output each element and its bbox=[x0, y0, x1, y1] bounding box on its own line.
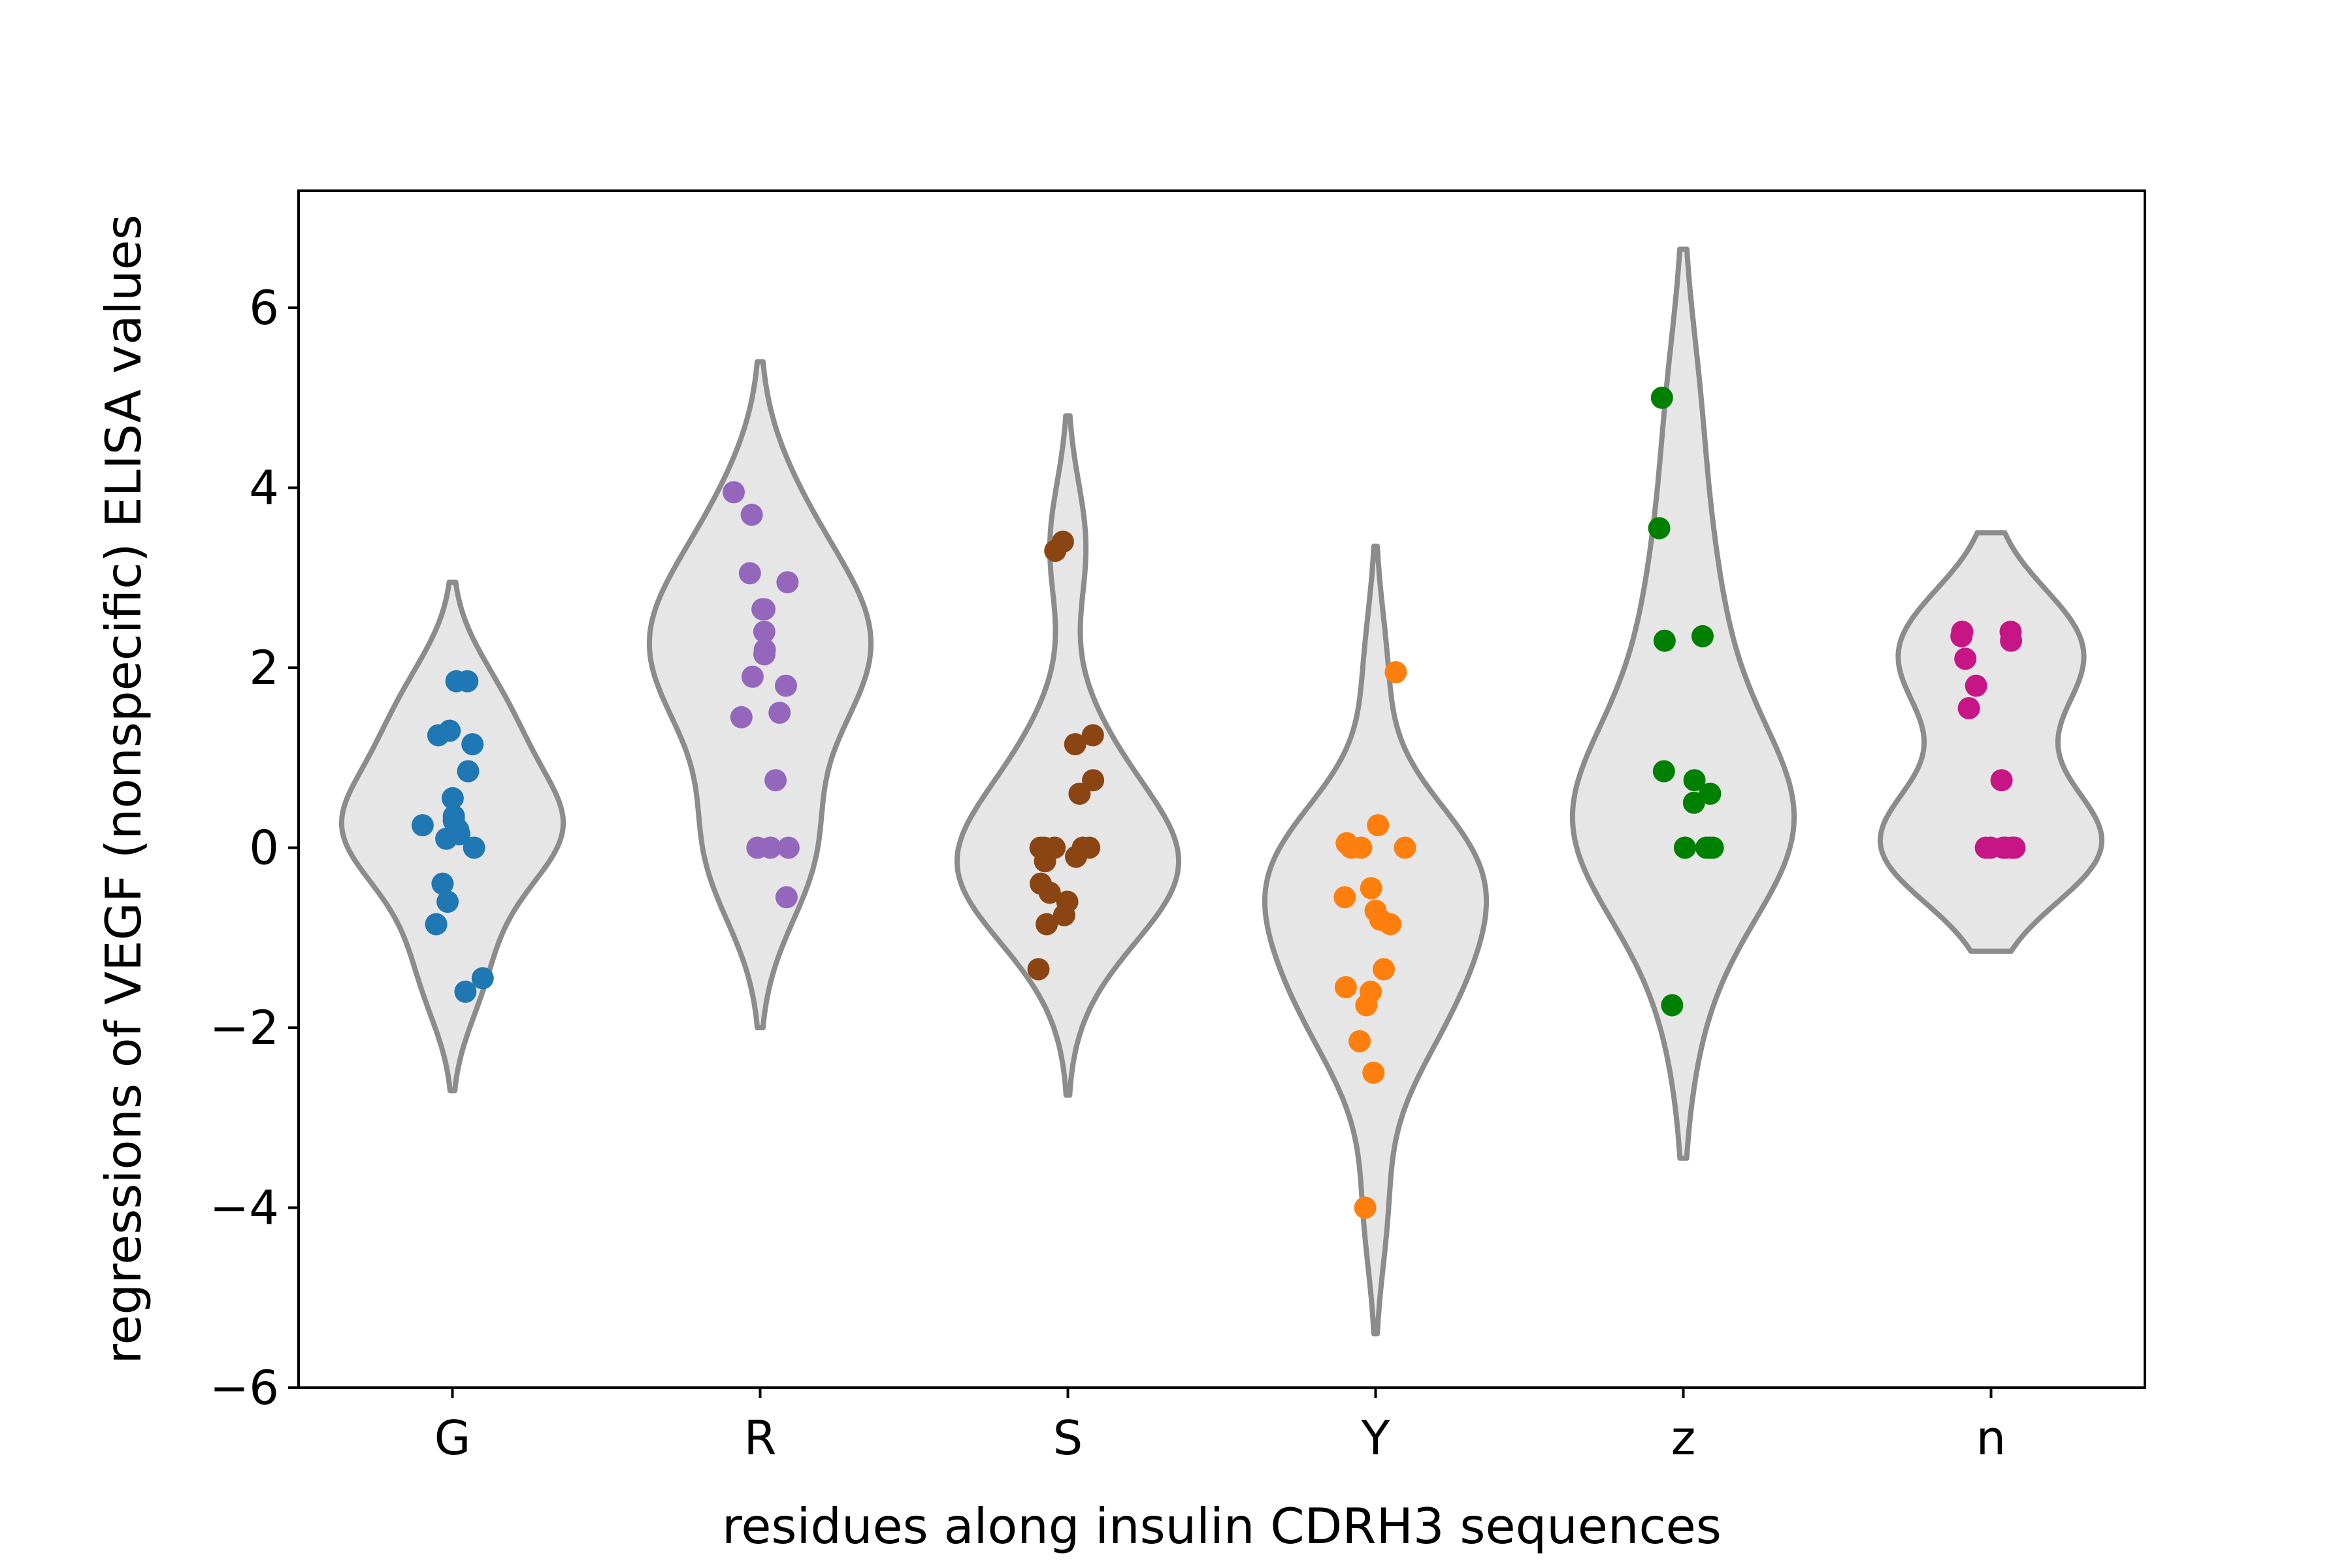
data-point-z bbox=[1653, 629, 1676, 652]
data-point-R bbox=[776, 571, 799, 594]
violin-R bbox=[646, 359, 874, 1030]
data-point-Y bbox=[1354, 1196, 1377, 1219]
data-point-G bbox=[411, 814, 434, 837]
data-point-z bbox=[1682, 791, 1705, 814]
data-point-R bbox=[775, 886, 798, 909]
data-point-R bbox=[764, 769, 787, 792]
data-point-R bbox=[768, 701, 791, 724]
data-point-G bbox=[425, 913, 448, 936]
data-point-z bbox=[1650, 386, 1673, 409]
y-tick-label: −2 bbox=[210, 1000, 279, 1055]
data-point-G bbox=[471, 967, 494, 990]
data-point-S bbox=[1034, 850, 1056, 873]
data-point-Y bbox=[1367, 814, 1390, 837]
data-point-R bbox=[775, 674, 797, 697]
data-point-R bbox=[753, 620, 776, 643]
data-point-S bbox=[1068, 782, 1091, 805]
data-point-n bbox=[1990, 769, 2013, 792]
data-point-G bbox=[461, 733, 484, 756]
data-point-z bbox=[1699, 782, 1722, 805]
y-tick-label: 0 bbox=[249, 821, 279, 875]
data-point-Y bbox=[1394, 836, 1416, 859]
y-tick-label: 4 bbox=[249, 461, 279, 515]
data-point-G bbox=[445, 670, 468, 693]
x-tick-label: R bbox=[743, 1411, 776, 1465]
data-point-Y bbox=[1348, 1030, 1371, 1053]
data-point-n bbox=[1965, 674, 1987, 697]
data-point-n bbox=[1950, 625, 1973, 647]
data-point-Y bbox=[1362, 1061, 1385, 1084]
data-point-S bbox=[1065, 845, 1087, 868]
violin-n bbox=[1877, 530, 2105, 954]
data-point-S bbox=[1038, 881, 1061, 904]
data-point-z bbox=[1683, 769, 1706, 792]
y-axis-label: regressions of VEGF (nonspecific) ELISA … bbox=[95, 214, 152, 1364]
x-axis-label: residues along insulin CDRH3 sequences bbox=[722, 1497, 1722, 1555]
data-point-z bbox=[1661, 994, 1684, 1017]
x-tick-label: z bbox=[1671, 1411, 1696, 1465]
y-tick-label: 2 bbox=[249, 640, 279, 695]
data-point-z bbox=[1691, 625, 1714, 647]
data-point-G bbox=[463, 836, 485, 859]
data-point-z bbox=[1648, 517, 1671, 540]
data-point-n bbox=[2000, 629, 2023, 652]
data-point-z bbox=[1698, 836, 1721, 859]
data-point-n bbox=[1979, 836, 2002, 859]
x-tick-label: n bbox=[1976, 1411, 2006, 1465]
data-point-Y bbox=[1384, 661, 1407, 683]
y-axis: −6 −4 −2 0 2 4 6 bbox=[210, 280, 299, 1415]
data-point-n bbox=[1954, 647, 1977, 670]
data-point-R bbox=[777, 836, 800, 859]
data-point-G bbox=[435, 827, 458, 850]
data-point-R bbox=[730, 706, 753, 728]
data-point-R bbox=[741, 665, 764, 688]
data-point-Y bbox=[1333, 886, 1356, 909]
violin-z bbox=[1569, 246, 1797, 1161]
data-point-G bbox=[441, 787, 464, 809]
data-point-S bbox=[1044, 540, 1067, 562]
data-point-G bbox=[427, 724, 449, 747]
data-point-R bbox=[753, 643, 776, 666]
data-point-R bbox=[723, 481, 745, 504]
data-point-G bbox=[436, 890, 459, 913]
x-tick-label: Y bbox=[1361, 1411, 1391, 1465]
data-point-R bbox=[740, 503, 763, 526]
data-point-Y bbox=[1334, 976, 1357, 998]
data-point-R bbox=[738, 562, 761, 585]
data-point-z bbox=[1652, 760, 1675, 783]
violin-S bbox=[954, 413, 1182, 1098]
data-point-S bbox=[1082, 769, 1105, 792]
plot-frame bbox=[297, 189, 2146, 1389]
data-point-R bbox=[746, 836, 769, 859]
data-point-G bbox=[431, 872, 454, 895]
data-point-n bbox=[1957, 697, 1980, 719]
y-tick-label: 6 bbox=[249, 280, 279, 335]
x-tick-label: G bbox=[434, 1411, 471, 1465]
data-point-Y bbox=[1360, 877, 1382, 900]
data-point-S bbox=[1053, 904, 1075, 926]
violin-layer bbox=[338, 246, 2105, 1337]
data-point-G bbox=[454, 980, 477, 1003]
data-point-S bbox=[1036, 913, 1058, 936]
data-point-Y bbox=[1355, 994, 1378, 1017]
data-point-z bbox=[1673, 836, 1696, 859]
data-point-S bbox=[1064, 733, 1086, 756]
point-layer bbox=[411, 386, 2026, 1219]
data-point-Y bbox=[1379, 913, 1401, 936]
data-point-S bbox=[1027, 958, 1050, 981]
data-point-G bbox=[457, 760, 480, 783]
data-point-Y bbox=[1350, 836, 1373, 859]
y-tick-label: −4 bbox=[210, 1181, 279, 1235]
data-point-R bbox=[753, 598, 776, 621]
x-tick-label: S bbox=[1053, 1411, 1083, 1465]
data-point-Y bbox=[1373, 958, 1395, 981]
data-point-n bbox=[2001, 836, 2023, 859]
data-point-S bbox=[1081, 724, 1104, 747]
violin-Y bbox=[1262, 544, 1490, 1337]
y-tick-label: −6 bbox=[210, 1360, 279, 1415]
